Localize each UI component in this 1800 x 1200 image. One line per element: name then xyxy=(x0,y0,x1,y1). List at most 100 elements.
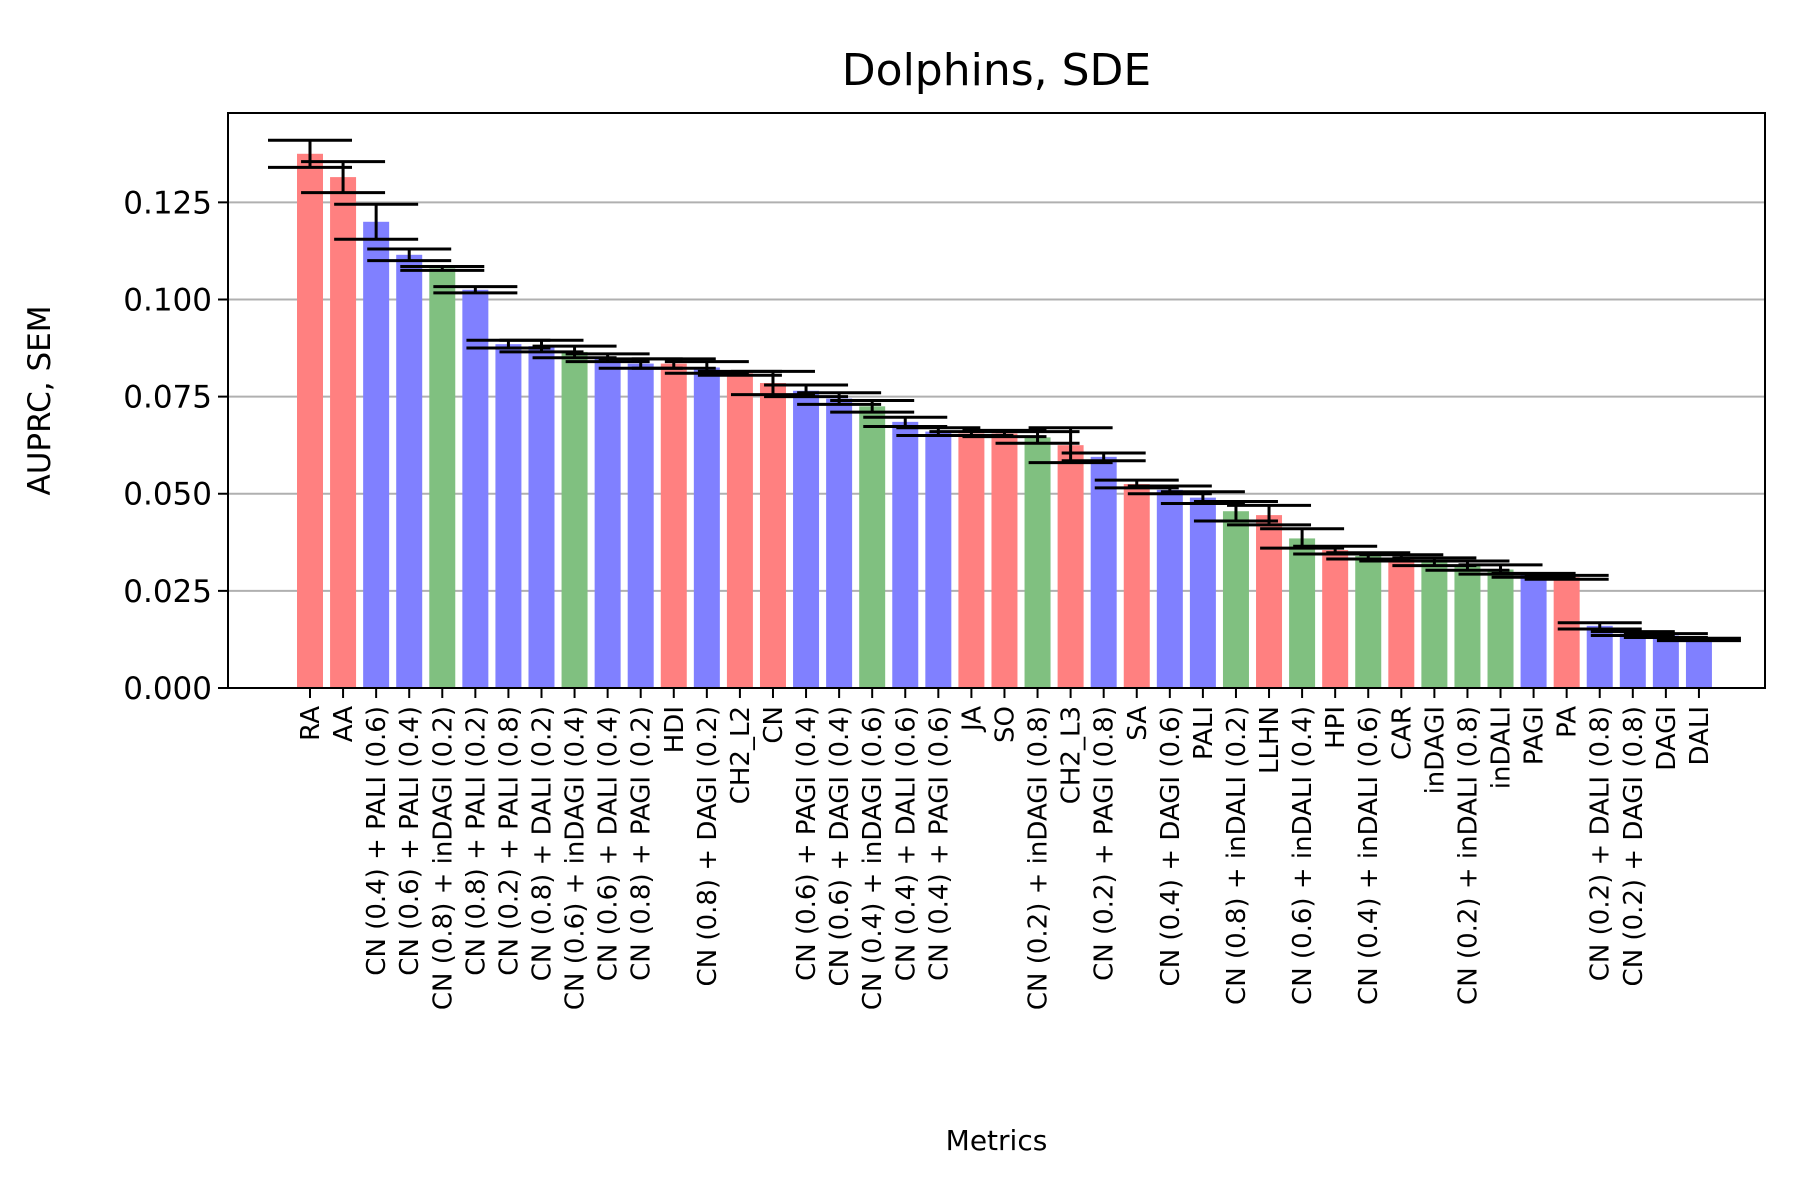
x-tick-label: DAGI xyxy=(1652,706,1682,771)
x-tick-label: PAGI xyxy=(1520,706,1550,765)
bar xyxy=(1355,555,1382,688)
bar xyxy=(1057,445,1084,688)
bar xyxy=(1520,575,1547,688)
bar xyxy=(1454,565,1481,688)
x-tick-label: CN (0.2) + PALI (0.8) xyxy=(494,706,524,976)
x-tick-label: RA xyxy=(296,706,326,741)
x-tick-label: CN (0.8) + PAGI (0.2) xyxy=(627,706,657,981)
x-tick-label: CN (0.6) + inDALI (0.4) xyxy=(1288,706,1318,1005)
bar xyxy=(594,357,621,688)
bar xyxy=(462,289,489,688)
y-axis-ticks: 0.000 0.025 0.050 0.075 0.100 0.125 xyxy=(123,185,228,707)
bar xyxy=(958,433,985,688)
x-tick-label: CN (0.4) + PAGI (0.6) xyxy=(924,706,954,981)
bar xyxy=(561,351,588,688)
bar xyxy=(1388,557,1415,688)
bar xyxy=(726,373,753,688)
x-tick-label: inDAGI xyxy=(1420,706,1450,794)
x-tick-label: inDALI xyxy=(1487,706,1517,789)
x-tick-label: CN (0.4) + PALI (0.6) xyxy=(362,706,392,976)
x-tick-label: LLHN xyxy=(1255,706,1285,774)
bar xyxy=(330,177,357,688)
bars xyxy=(297,153,1712,688)
bar xyxy=(1619,633,1646,688)
x-tick-label: CAR xyxy=(1387,706,1417,760)
x-tick-label: CN (0.4) + inDAGI (0.6) xyxy=(858,706,888,1010)
bar xyxy=(693,367,720,688)
x-tick-label: HPI xyxy=(1321,706,1351,749)
x-tick-label: HDI xyxy=(660,706,690,753)
bar xyxy=(793,390,820,688)
x-tick-label: CN (0.6) + DALI (0.4) xyxy=(594,706,624,981)
bar xyxy=(1421,561,1448,688)
bar xyxy=(363,221,390,688)
y-tick-label: 0.025 xyxy=(123,574,212,610)
x-tick-label: CN (0.2) + PAGI (0.8) xyxy=(1090,706,1120,981)
bar xyxy=(1189,497,1216,688)
bar xyxy=(1256,515,1283,688)
bar xyxy=(396,254,423,688)
bar xyxy=(429,268,456,688)
bar xyxy=(528,346,555,688)
bar xyxy=(1090,456,1117,688)
x-tick-label: DALI xyxy=(1685,706,1715,766)
bar xyxy=(859,406,886,688)
bar xyxy=(925,431,952,688)
x-tick-label: CN (0.6) + inDAGI (0.4) xyxy=(561,706,591,1010)
bar xyxy=(892,421,919,688)
x-tick-label: CH2_L3 xyxy=(1057,706,1087,804)
bar xyxy=(1487,569,1514,688)
bar xyxy=(826,398,853,688)
bar xyxy=(495,344,522,688)
chart-title: Dolphins, SDE xyxy=(842,45,1151,96)
bar xyxy=(759,383,786,688)
x-tick-label: CN (0.4) + DAGI (0.6) xyxy=(1156,706,1186,986)
x-tick-label: CN (0.6) + PAGI (0.4) xyxy=(792,706,822,981)
x-tick-label: SA xyxy=(1123,706,1153,741)
x-tick-label: CH2_L2 xyxy=(726,706,756,804)
y-tick-label: 0.075 xyxy=(123,380,212,416)
y-tick-label: 0.000 xyxy=(123,671,212,707)
x-tick-label: JA xyxy=(957,706,987,733)
x-tick-label: CN (0.2) + inDAGI (0.8) xyxy=(1024,706,1054,1010)
x-tick-label: CN xyxy=(759,706,789,744)
x-tick-label: CN (0.8) + inDALI (0.2) xyxy=(1222,706,1252,1005)
bar xyxy=(1553,577,1580,688)
y-tick-label: 0.125 xyxy=(123,185,212,221)
x-tick-label: SO xyxy=(990,706,1020,743)
bar xyxy=(1685,639,1712,688)
x-axis-ticks: RA AA CN (0.4) + PALI (0.6) CN (0.6) + PALI… xyxy=(296,688,1715,1010)
x-tick-label: CN (0.8) + inDAGI (0.2) xyxy=(428,706,458,1010)
x-tick-label: CN (0.2) + inDALI (0.8) xyxy=(1453,706,1483,1005)
y-tick-label: 0.100 xyxy=(123,282,212,318)
bar xyxy=(1652,635,1679,688)
bar xyxy=(1156,489,1183,688)
bar xyxy=(627,363,654,688)
bar xyxy=(1024,437,1051,688)
error-bars xyxy=(268,138,1741,643)
x-tick-label: CN (0.8) + DALI (0.2) xyxy=(527,706,557,981)
bar xyxy=(660,363,687,688)
bar xyxy=(1322,550,1349,688)
x-tick-label: CN (0.6) + DAGI (0.4) xyxy=(825,706,855,986)
x-tick-label: CN (0.2) + DALI (0.8) xyxy=(1586,706,1616,981)
bar xyxy=(991,433,1018,688)
x-tick-label: CN (0.2) + DAGI (0.8) xyxy=(1619,706,1649,986)
x-tick-label: AA xyxy=(329,706,359,743)
x-tick-label: CN (0.4) + inDALI (0.6) xyxy=(1354,706,1384,1005)
x-tick-label: CN (0.8) + PALI (0.2) xyxy=(461,706,491,976)
bar xyxy=(1222,511,1249,688)
x-axis-label: Metrics xyxy=(946,1124,1048,1157)
x-tick-label: CN (0.8) + DAGI (0.2) xyxy=(693,706,723,986)
x-tick-label: CN (0.4) + DALI (0.6) xyxy=(891,706,921,981)
plot-frame xyxy=(227,112,1766,689)
x-tick-label: CN (0.6) + PALI (0.4) xyxy=(395,706,425,976)
bar xyxy=(297,153,323,688)
bar xyxy=(1123,484,1150,688)
x-tick-label: PALI xyxy=(1189,706,1219,760)
y-axis-label: AUPRC, SEM xyxy=(22,306,58,496)
bar xyxy=(1289,538,1316,688)
y-tick-label: 0.050 xyxy=(123,477,212,513)
